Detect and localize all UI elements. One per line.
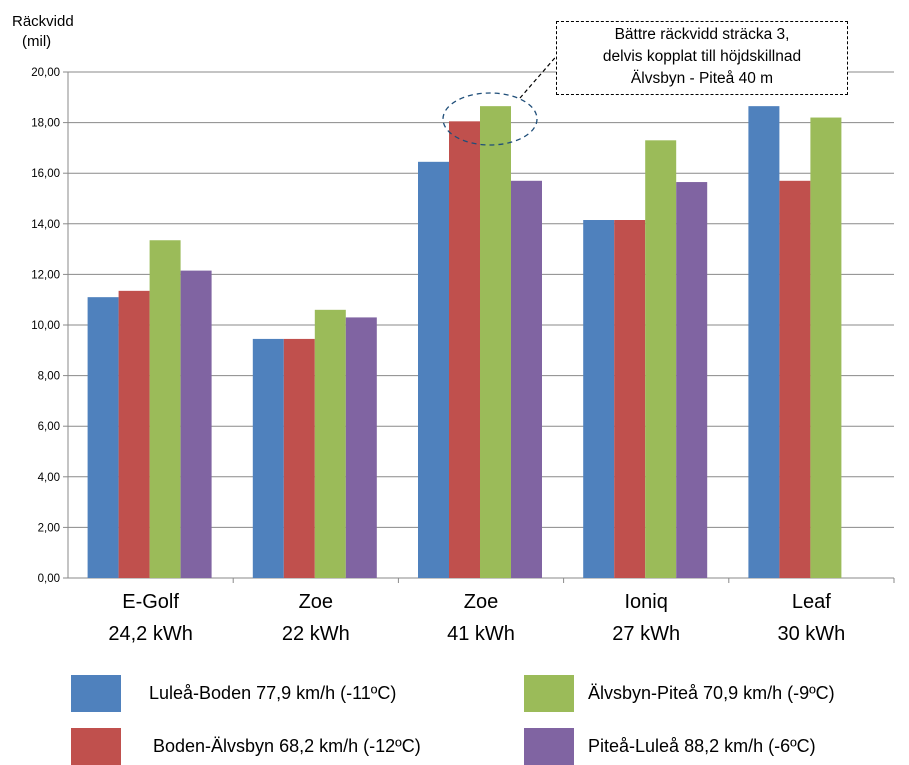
bar	[779, 180, 811, 579]
bar	[449, 121, 480, 579]
bar	[810, 117, 842, 578]
x-tick-label-line-1: Zoe	[464, 591, 498, 613]
legend-label-series-1: Luleå-Boden 77,9 km/h (-11ºC)	[149, 683, 397, 703]
legend-item-series-1: Luleå-Boden 77,9 km/h (-11ºC)	[71, 675, 396, 712]
bar	[480, 106, 511, 578]
legend-label-series-3: Älvsbyn-Piteå 70,9 km/h (-9ºC)	[588, 683, 835, 703]
bar	[511, 180, 542, 579]
legend-item-series-3: Älvsbyn-Piteå 70,9 km/h (-9ºC)	[524, 675, 835, 712]
y-tick-label: 8,00	[38, 371, 60, 383]
bar	[676, 182, 708, 578]
bar	[180, 270, 212, 578]
bar	[283, 338, 315, 578]
y-axis-title-line-1: Räckvidd	[12, 13, 74, 30]
x-tick-label-line-2: 24,2 kWh	[108, 623, 192, 645]
x-tick-label-line-2: 22 kWh	[282, 623, 350, 645]
y-tick-label: 14,00	[31, 219, 60, 231]
annotation-line-2: delvis kopplat till höjdskillnad	[602, 48, 802, 65]
x-tick-label-line-1: Zoe	[299, 591, 333, 613]
legend-swatch-series-1	[71, 675, 121, 712]
legend-swatch-series-3	[524, 675, 574, 712]
bar	[645, 140, 677, 578]
x-tick-label-line-2: 30 kWh	[777, 623, 845, 645]
bar	[87, 297, 119, 578]
annotation-leader-line	[519, 51, 561, 99]
x-tick-label-line-2: 41 kWh	[447, 623, 515, 645]
x-tick-label-line-1: Leaf	[792, 591, 831, 613]
bar	[614, 220, 646, 578]
bar	[583, 220, 615, 578]
y-tick-label: 10,00	[31, 320, 60, 332]
x-tick-label-line-1: E-Golf	[122, 591, 179, 613]
y-tick-label: 0,00	[38, 573, 60, 585]
annotation-callout: Bättre räckvidd sträcka 3, delvis koppla…	[556, 21, 848, 95]
y-axis-title: Räckvidd (mil)	[12, 12, 74, 52]
y-tick-label: 12,00	[31, 269, 60, 281]
x-tick-label-line-2: 27 kWh	[612, 623, 680, 645]
annotation-line-3: Älvsbyn - Piteå 40 m	[630, 70, 774, 87]
legend-label-series-2: Boden-Älvsbyn 68,2 km/h (-12ºC)	[153, 736, 421, 756]
legend-swatch-series-4	[524, 728, 574, 765]
y-tick-label: 4,00	[38, 472, 60, 484]
legend-item-series-2: Boden-Älvsbyn 68,2 km/h (-12ºC)	[71, 728, 421, 765]
bar	[149, 240, 181, 578]
bar	[314, 309, 346, 578]
y-tick-label: 18,00	[31, 118, 60, 130]
legend-item-series-4: Piteå-Luleå 88,2 km/h (-6ºC)	[524, 728, 816, 765]
y-tick-label: 6,00	[38, 421, 60, 433]
legend-label-series-4: Piteå-Luleå 88,2 km/h (-6ºC)	[588, 736, 816, 756]
y-tick-label: 2,00	[38, 522, 60, 534]
y-axis-title-line-2: (mil)	[22, 33, 52, 50]
legend-swatch-series-2	[71, 728, 121, 765]
bar	[252, 338, 284, 578]
y-tick-label: 16,00	[31, 168, 60, 180]
bar	[118, 290, 150, 578]
x-tick-label-line-1: Ioniq	[625, 591, 668, 613]
y-tick-label: 20,00	[31, 67, 60, 79]
bar	[418, 161, 449, 578]
bar	[345, 317, 377, 578]
annotation-line-1: Bättre räckvidd sträcka 3,	[614, 26, 790, 43]
bar	[748, 106, 780, 578]
annotation-highlight-ellipse	[442, 92, 538, 146]
